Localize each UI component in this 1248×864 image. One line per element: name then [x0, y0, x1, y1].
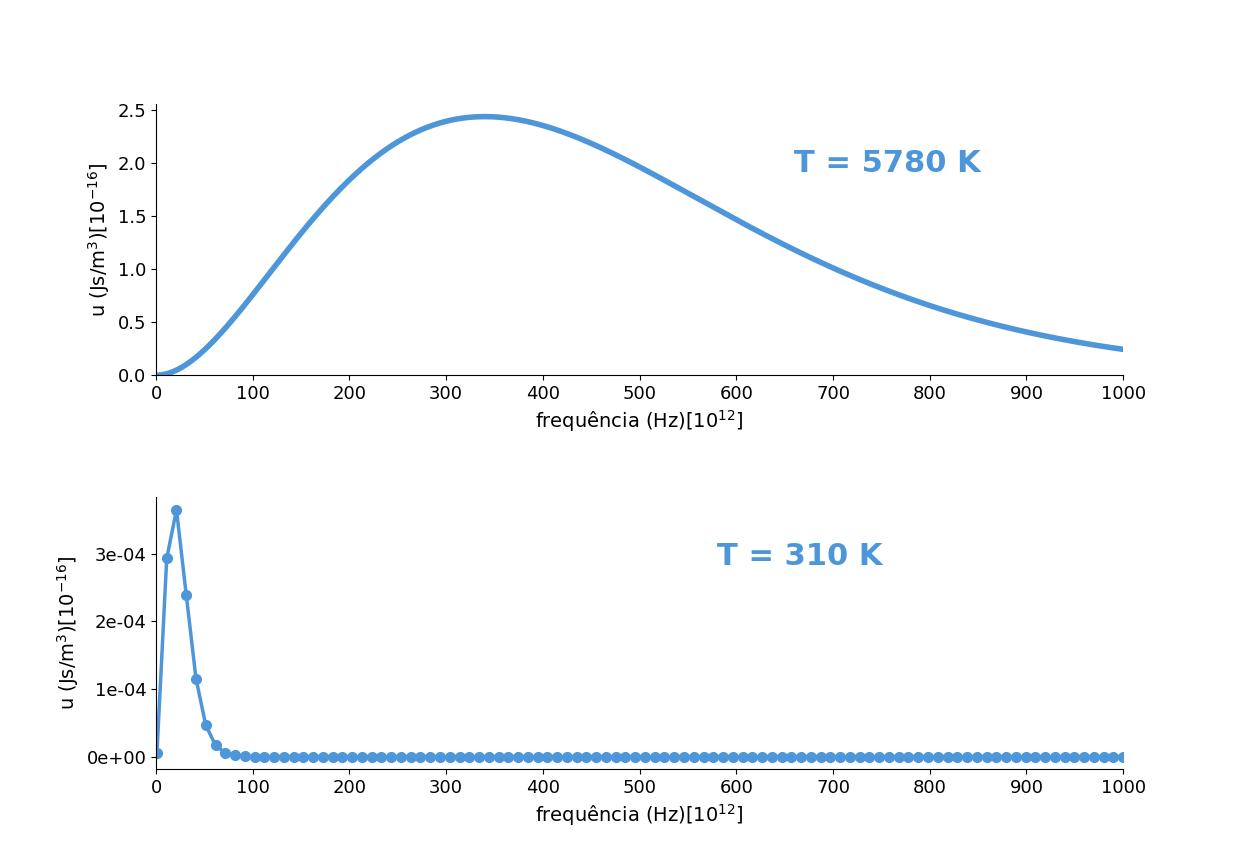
Y-axis label: u (Js/m$^3$)[10$^{-16}$]: u (Js/m$^3$)[10$^{-16}$]: [86, 162, 112, 317]
X-axis label: frequência (Hz)[10$^{12}$]: frequência (Hz)[10$^{12}$]: [535, 803, 744, 828]
Text: T = 310 K: T = 310 K: [716, 543, 882, 571]
X-axis label: frequência (Hz)[10$^{12}$]: frequência (Hz)[10$^{12}$]: [535, 409, 744, 435]
Text: T = 5780 K: T = 5780 K: [795, 149, 981, 178]
Y-axis label: u (Js/m$^3$)[10$^{-16}$]: u (Js/m$^3$)[10$^{-16}$]: [55, 556, 81, 710]
